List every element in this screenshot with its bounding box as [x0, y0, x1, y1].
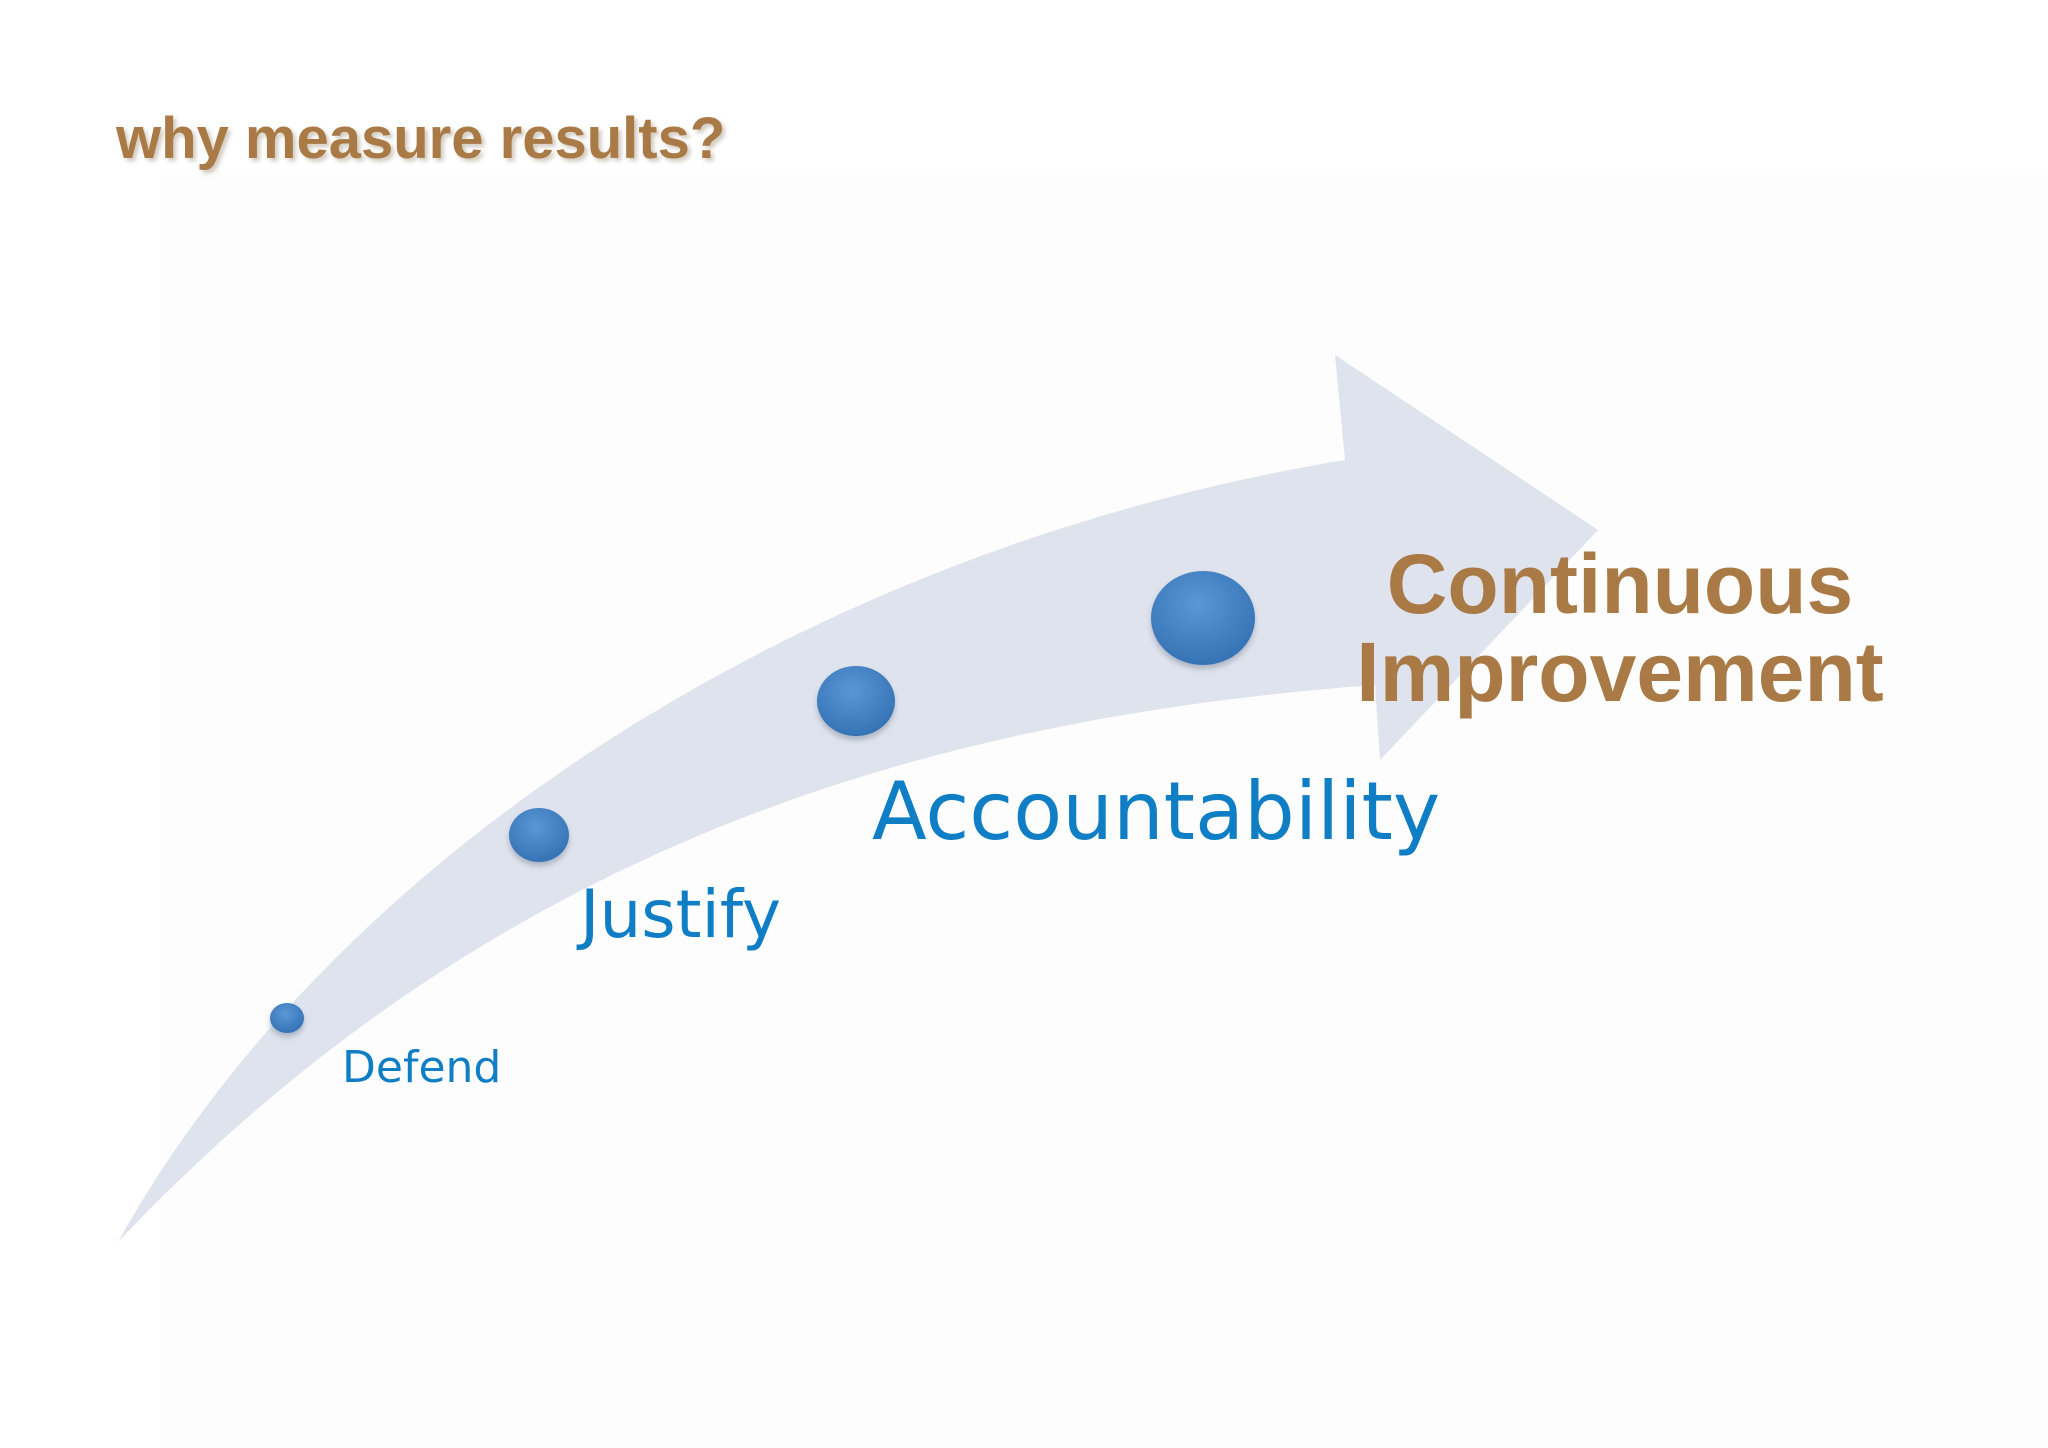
slide-title: why measure results?	[116, 106, 726, 171]
curved-arrow-shape	[118, 355, 1598, 1242]
goal-label: Continuous Improvement	[1300, 540, 1940, 716]
goal-label-line-1: Continuous	[1386, 537, 1854, 631]
step-label-justify: Justify	[580, 876, 782, 953]
step-label-defend: Defend	[342, 1042, 502, 1093]
slide-panel	[160, 170, 2048, 1448]
step-label-accountability: Accountability	[872, 765, 1441, 858]
step-dot-defend	[270, 1003, 304, 1033]
step-dot-continuous-improvement	[1151, 571, 1255, 665]
goal-label-line-2: Improvement	[1356, 625, 1884, 719]
step-dot-accountability	[817, 666, 895, 736]
step-dot-justify	[509, 808, 569, 862]
